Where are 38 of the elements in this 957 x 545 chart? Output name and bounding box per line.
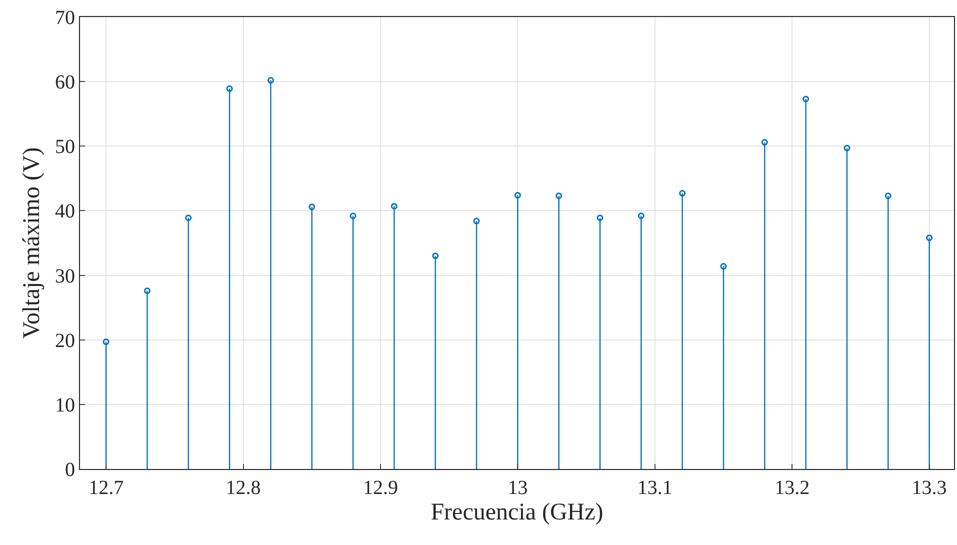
point [267,77,274,84]
point [638,212,644,220]
point [926,234,933,242]
point [473,218,480,224]
point [514,192,521,198]
y-tick-label: 0 [65,459,75,481]
x-tick-label: 12.8 [226,477,261,499]
y-tick-label: 30 [55,265,75,288]
point [308,204,316,210]
x-axis-title: Frecuencia (GHz) [430,499,604,526]
x-tick-label: 13 [508,477,528,499]
y-tick-label: 20 [55,330,75,352]
y-axis-title: Voltaje máximo (V) [19,147,46,339]
point [350,212,356,220]
point [679,190,686,197]
point [720,263,727,270]
point [102,338,110,346]
point [144,288,150,294]
point [185,214,192,222]
point [226,85,233,92]
point [432,252,439,260]
point [761,139,768,146]
y-tick-label: 10 [55,394,75,416]
y-tick-label: 60 [55,72,75,94]
point [596,214,604,222]
x-tick-label: 13.3 [912,477,947,499]
point [884,192,892,200]
x-tick-label: 12.7 [88,477,124,499]
x-tick-label: 12.9 [362,477,398,499]
y-tick-label: 50 [55,136,75,158]
x-tick-label: 13.1 [637,477,672,499]
y-tick-label: 40 [55,200,75,223]
point [556,192,562,200]
point [802,96,810,102]
y-tick-label: 70 [55,7,75,29]
point [844,144,850,152]
point [390,202,398,210]
x-tick-label: 13.2 [774,477,810,499]
